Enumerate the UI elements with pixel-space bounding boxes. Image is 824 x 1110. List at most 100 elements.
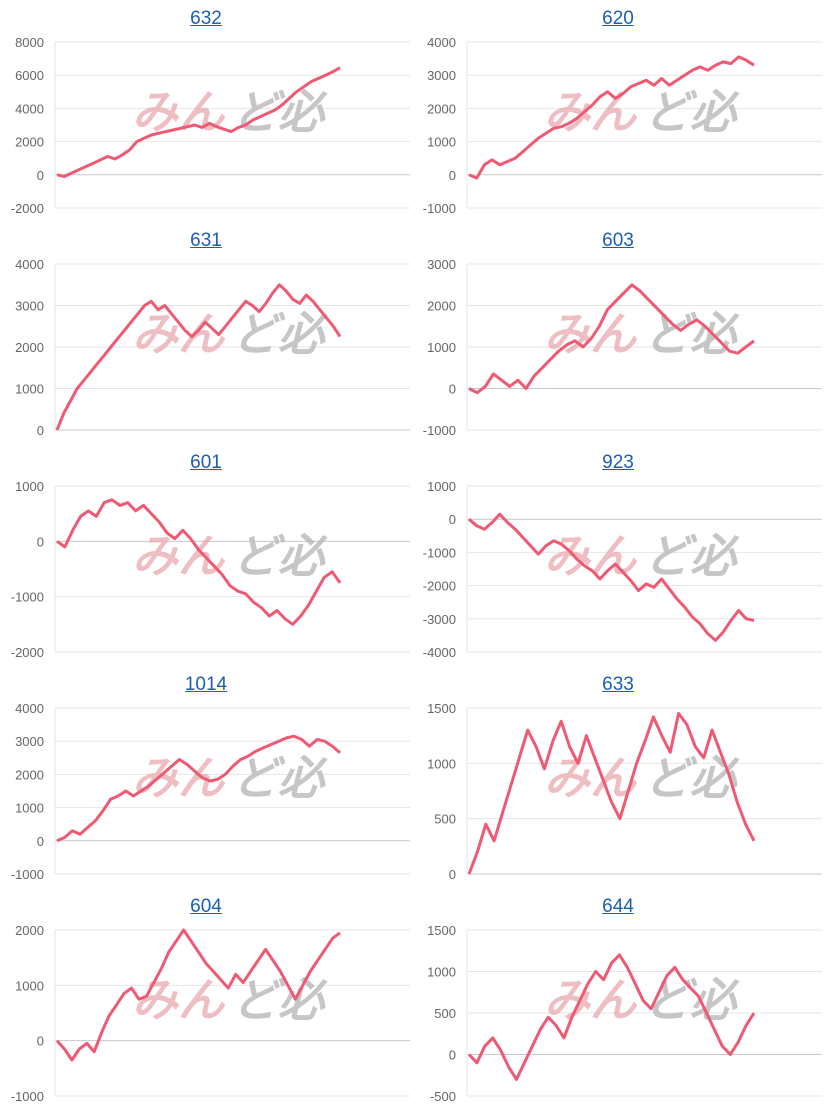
y-tick-label: -4000 [423, 645, 456, 660]
y-tick-label: 0 [449, 168, 456, 183]
y-tick-label: 2000 [15, 923, 44, 938]
line-chart: 0 500 1000 1500 みん ど必 [427, 701, 822, 882]
y-tick-label: 0 [449, 512, 456, 527]
y-tick-label: 4000 [15, 701, 44, 716]
y-tick-label: 1000 [15, 978, 44, 993]
watermark-logo: みん ど必 [544, 973, 740, 1027]
line-chart: -1000 0 1000 2000 3000 4000 みん ど必 [11, 701, 410, 882]
series-line [468, 512, 755, 642]
svg-text:ど必: ど必 [232, 307, 328, 361]
y-tick-label: 2000 [427, 101, 456, 116]
y-tick-label: 6000 [15, 68, 44, 83]
chart-title-link[interactable]: 631 [190, 230, 222, 251]
watermark-logo: みん ど必 [132, 307, 328, 361]
y-tick-label: 500 [434, 1006, 456, 1021]
y-tick-label: -2000 [11, 201, 44, 216]
y-tick-label: -1000 [11, 590, 44, 605]
chart-title-link[interactable]: 620 [602, 8, 634, 29]
y-tick-label: 1000 [15, 479, 44, 494]
chart-title-link[interactable]: 603 [602, 230, 634, 251]
svg-text:ど必: ど必 [232, 751, 328, 805]
chart-title-link[interactable]: 633 [602, 674, 634, 695]
y-tick-label: 1500 [427, 701, 456, 716]
y-tick-label: 2000 [15, 135, 44, 150]
svg-text:ど必: ど必 [644, 751, 740, 805]
line-chart: -2000 -1000 0 1000 みん ど必 [11, 479, 410, 660]
chart-title-link[interactable]: 923 [602, 452, 634, 473]
series-line [467, 953, 756, 1081]
svg-text:ど必: ど必 [232, 529, 328, 583]
svg-text:みん: みん [544, 751, 638, 805]
svg-text:みん: みん [544, 973, 638, 1027]
line-chart: -4000 -3000 -2000 -1000 0 1000 みん ど必 [423, 479, 822, 660]
chart-panel: -500 0 500 1000 1500 みん ど必 644 [412, 888, 824, 1110]
y-tick-label: 1000 [427, 756, 456, 771]
series-line [56, 498, 342, 626]
y-tick-label: -2000 [423, 579, 456, 594]
y-tick-label: 1000 [15, 801, 44, 816]
chart-panel: -4000 -3000 -2000 -1000 0 1000 みん ど必 923 [412, 444, 824, 666]
y-tick-label: -500 [430, 1089, 456, 1104]
watermark-logo: みん ど必 [544, 529, 740, 583]
watermark-logo: みん ど必 [132, 751, 328, 805]
series-line [468, 283, 755, 395]
y-tick-label: -1000 [11, 1089, 44, 1104]
svg-text:ど必: ど必 [644, 529, 740, 583]
y-tick-label: 1500 [427, 923, 456, 938]
y-tick-label: 4000 [427, 35, 456, 50]
y-tick-label: 2000 [15, 767, 44, 782]
chart-title-link[interactable]: 604 [190, 896, 222, 917]
y-tick-label: 1000 [427, 479, 456, 494]
line-chart: -1000 0 1000 2000 3000 4000 みん ど必 [423, 35, 822, 216]
y-tick-label: 0 [37, 834, 44, 849]
watermark-logo: みん ど必 [132, 973, 328, 1027]
y-tick-label: -1000 [423, 545, 456, 560]
watermark-logo: みん ど必 [544, 85, 740, 139]
chart-panel: -1000 0 1000 2000 3000 4000 みん ど必 1014 [0, 666, 412, 888]
y-tick-label: 0 [449, 382, 456, 397]
y-tick-label: 0 [37, 423, 44, 438]
chart-panel: 0 1000 2000 3000 4000 みん ど必 631 [0, 222, 412, 444]
svg-text:みん: みん [132, 973, 226, 1027]
svg-text:ど必: ど必 [644, 85, 740, 139]
svg-text:みん: みん [544, 529, 638, 583]
svg-text:ど必: ど必 [644, 973, 740, 1027]
series-line [467, 712, 756, 875]
y-tick-label: 0 [37, 168, 44, 183]
y-tick-label: 2000 [15, 340, 44, 355]
line-chart: -500 0 500 1000 1500 みん ど必 [427, 923, 822, 1104]
chart-title-link[interactable]: 644 [602, 896, 634, 917]
svg-text:ど必: ど必 [232, 973, 328, 1027]
svg-text:みん: みん [132, 529, 226, 583]
y-tick-label: -3000 [423, 612, 456, 627]
y-tick-label: 1000 [15, 382, 44, 397]
y-tick-label: -2000 [11, 645, 44, 660]
line-chart: 0 1000 2000 3000 4000 みん ど必 [15, 257, 410, 438]
y-tick-label: 4000 [15, 101, 44, 116]
line-chart: -2000 0 2000 4000 6000 8000 みん ど必 [11, 35, 410, 216]
y-tick-label: 3000 [427, 68, 456, 83]
y-tick-label: 1000 [427, 340, 456, 355]
chart-title-link[interactable]: 1014 [184, 674, 228, 695]
y-tick-label: 0 [37, 534, 44, 549]
watermark-logo: みん ど必 [544, 751, 740, 805]
y-tick-label: 3000 [427, 257, 456, 272]
y-tick-label: 3000 [15, 299, 44, 314]
chart-panel: 0 500 1000 1500 みん ど必 633 [412, 666, 824, 888]
chart-panel: -1000 0 1000 2000 みん ど必 604 [0, 888, 412, 1110]
chart-panel: -1000 0 1000 2000 3000 みん ど必 603 [412, 222, 824, 444]
y-tick-label: 2000 [427, 299, 456, 314]
series-line [55, 928, 341, 1062]
y-tick-label: -1000 [11, 867, 44, 882]
series-line [468, 55, 755, 180]
series-line [56, 734, 341, 843]
y-tick-label: -1000 [423, 201, 456, 216]
y-tick-label: 8000 [15, 35, 44, 50]
chart-title-link[interactable]: 632 [190, 8, 222, 29]
y-tick-label: 0 [449, 1048, 456, 1063]
series-line [56, 66, 341, 178]
chart-panel: -1000 0 1000 2000 3000 4000 みん ど必 620 [412, 0, 824, 222]
chart-title-link[interactable]: 601 [190, 452, 222, 473]
